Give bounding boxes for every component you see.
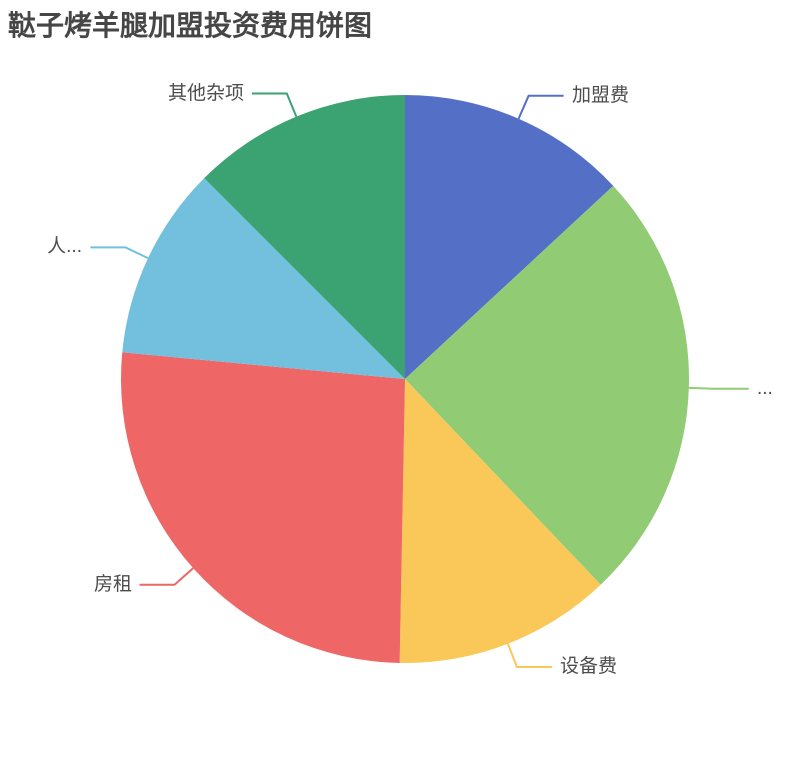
pie-slice[interactable] (399, 379, 601, 664)
pie-label: 其他杂项 (167, 83, 244, 104)
pie-slice[interactable] (204, 94, 405, 379)
pie-label: 加盟费 (572, 85, 630, 106)
pie-slice[interactable] (122, 178, 405, 379)
pie-leader-line (517, 94, 564, 120)
pie-slice[interactable] (120, 352, 406, 663)
pie-leader-line (139, 567, 194, 586)
pie-label: 人... (47, 236, 82, 257)
pie-leader-line (90, 246, 149, 260)
pie-leader-line (506, 643, 552, 668)
pie-slice[interactable] (405, 95, 614, 379)
pie-label: 房租 (93, 574, 132, 595)
pie-label: 设备费 (560, 656, 618, 677)
chart-title: 鞑子烤羊腿加盟投资费用饼图 (8, 10, 373, 41)
pie-slices-group (120, 94, 689, 664)
pie-label: ... (757, 378, 773, 399)
pie-leader-line (688, 386, 749, 390)
pie-slice[interactable] (405, 185, 689, 585)
pie-leader-lines-group (90, 92, 749, 668)
pie-leader-line (251, 92, 298, 117)
